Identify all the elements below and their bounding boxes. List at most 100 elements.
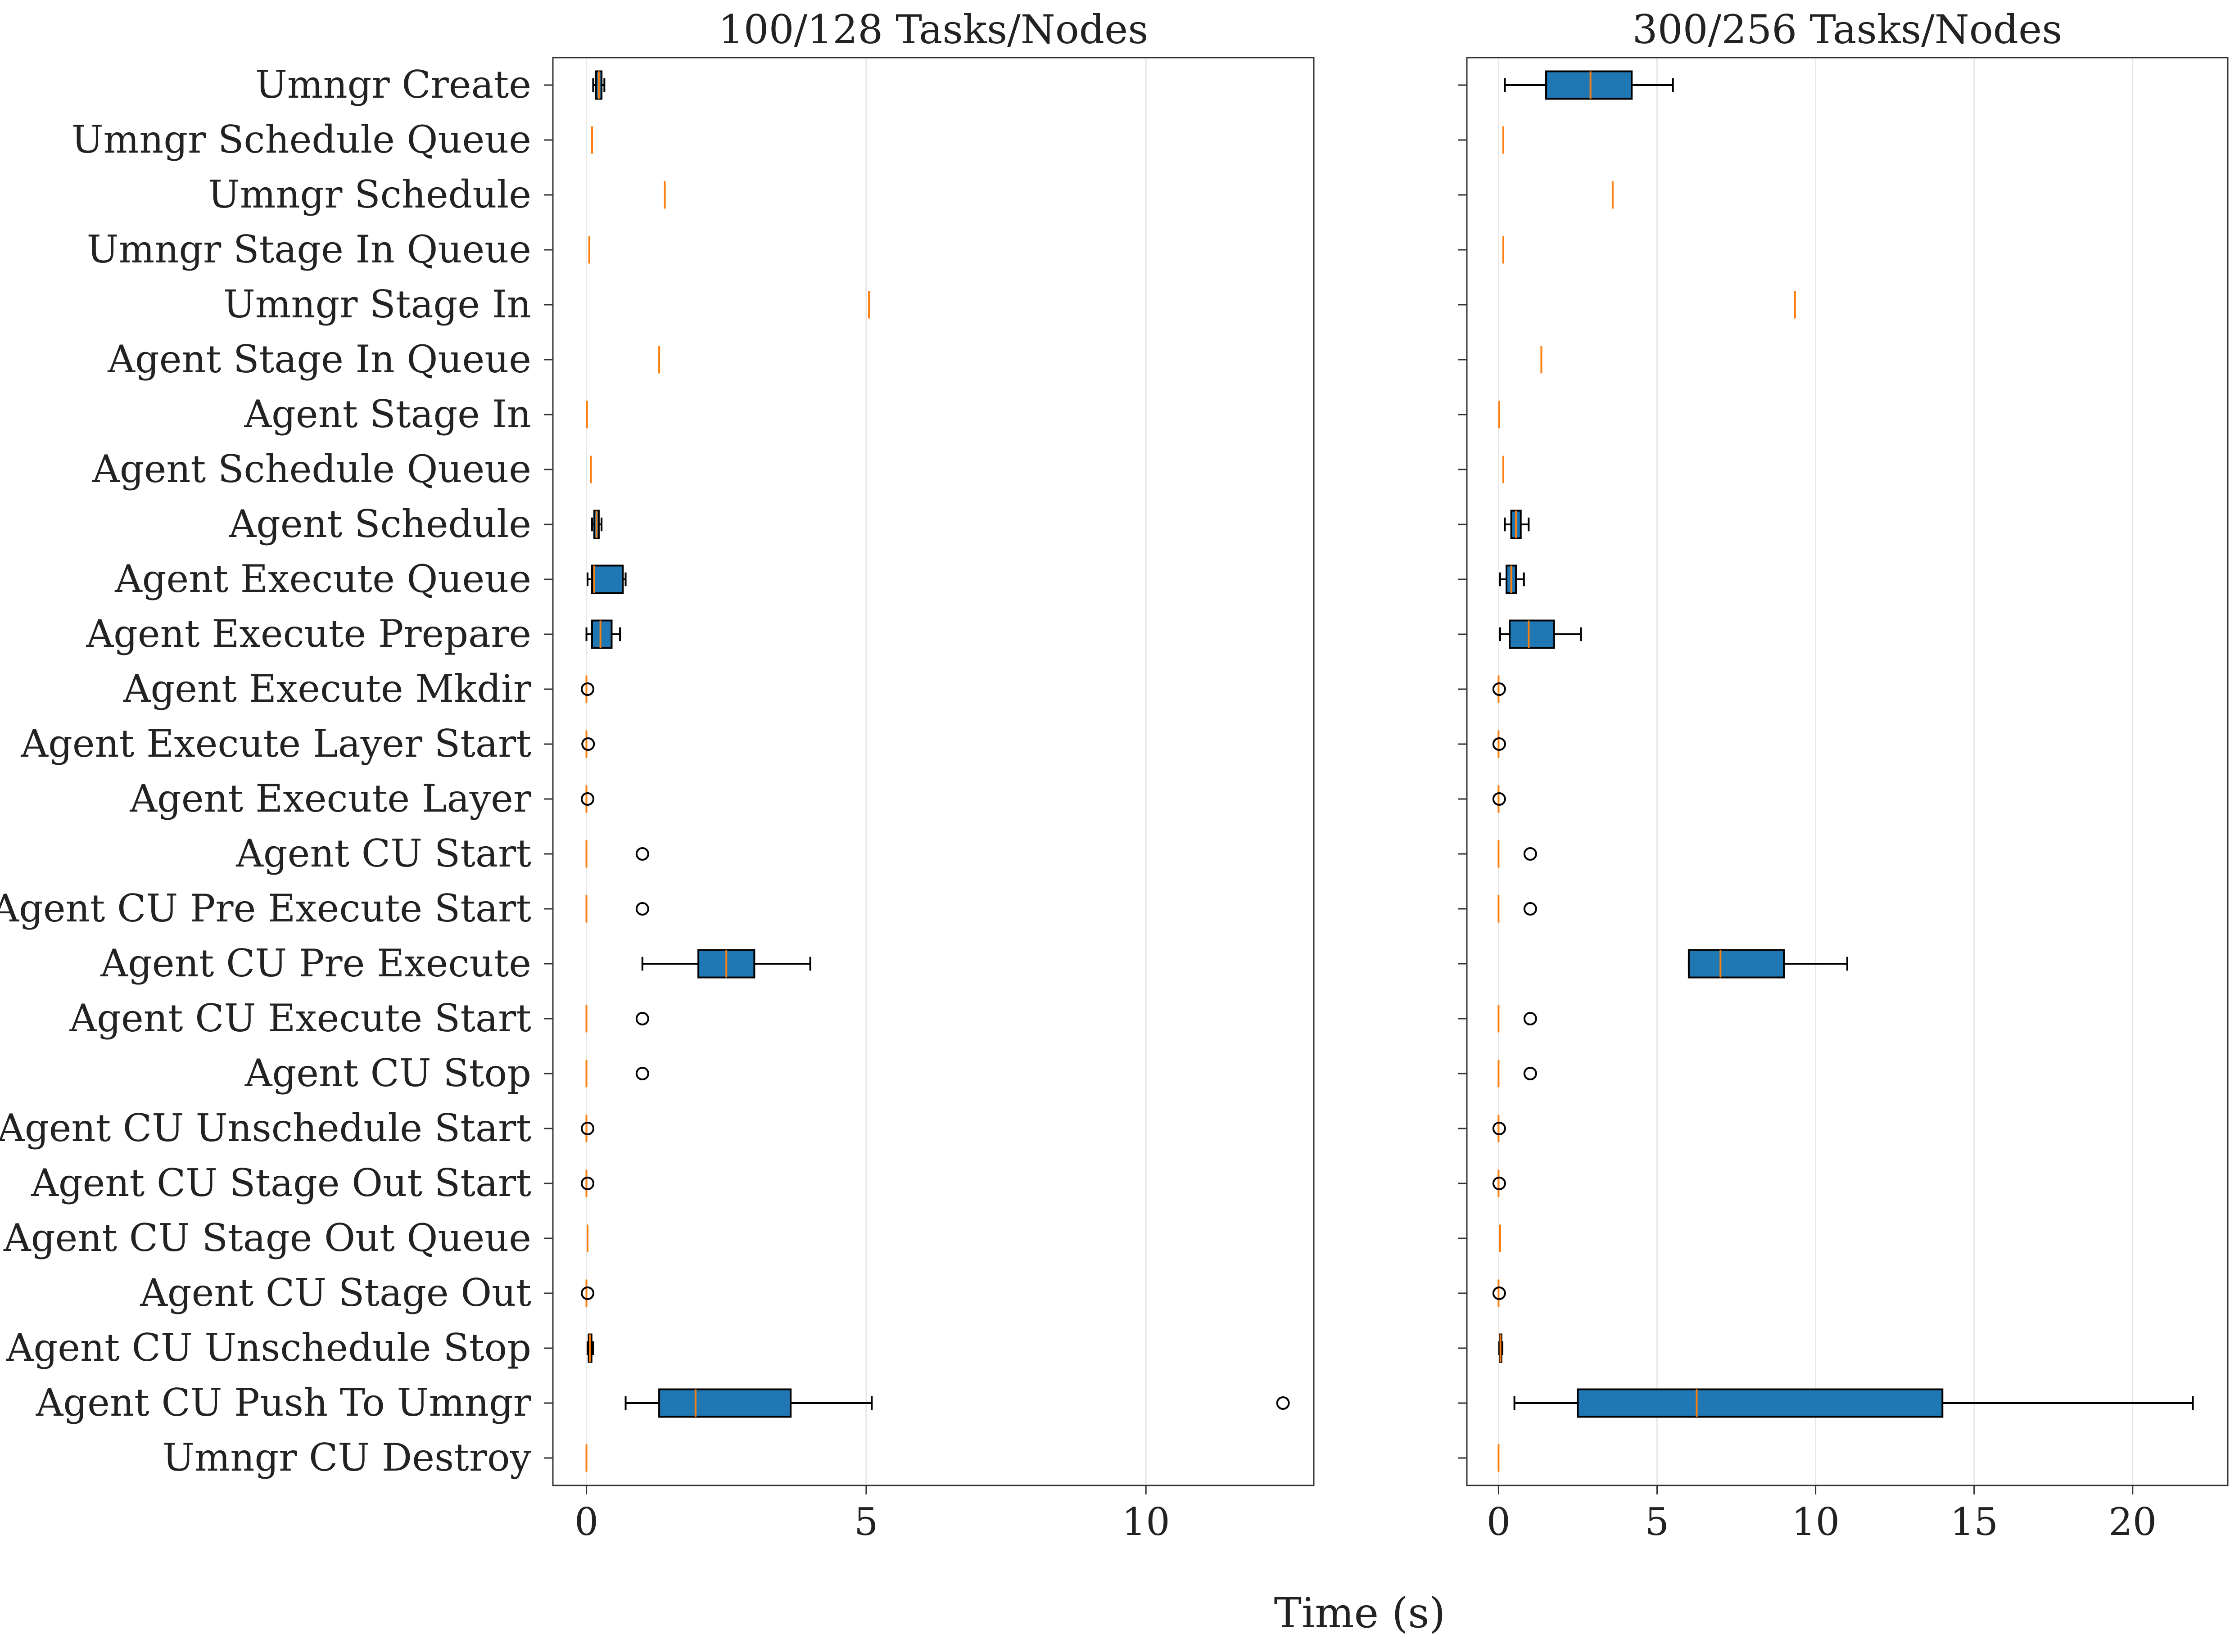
box-group: [581, 1279, 595, 1307]
outlier-point: [1492, 792, 1506, 806]
box-group: [581, 785, 595, 813]
panel-right: 0 5 10 15 20 300/256 Tasks/Nodes: [1458, 6, 2229, 1544]
panel-frame: [1466, 57, 2229, 1486]
box-iqr: [591, 619, 613, 649]
outlier-point: [1492, 682, 1506, 696]
x-tick-label: 5: [1645, 1500, 1669, 1544]
outlier-point: [635, 902, 649, 916]
box-group: [1497, 1060, 1537, 1088]
box-group: [1498, 1333, 1503, 1363]
x-tick-label: 15: [1950, 1500, 1998, 1544]
box-group: [1504, 510, 1530, 539]
outlier-point: [581, 792, 595, 806]
box-group: [587, 564, 627, 594]
box-group: [585, 619, 621, 649]
box-group: [581, 1115, 595, 1142]
box-group: [585, 840, 649, 868]
outlier-point: [635, 1012, 649, 1025]
outlier-point: [1523, 1012, 1537, 1025]
panel-title: 100/128 Tasks/Nodes: [719, 6, 1149, 53]
box-group: [581, 730, 595, 758]
category-label: Umngr Schedule Queue: [72, 117, 531, 162]
box-iqr: [1545, 70, 1633, 100]
category-label: Umngr CU Destroy: [163, 1435, 532, 1480]
box-iqr: [1577, 1388, 1944, 1418]
box-group: [1497, 1005, 1537, 1033]
outlier-point: [635, 847, 649, 861]
box-group: [585, 1005, 649, 1033]
category-label: Umngr Stage In: [223, 282, 531, 326]
box-group: [1492, 1169, 1506, 1197]
category-label: Agent Execute Layer: [129, 776, 531, 821]
box-group: [591, 510, 603, 539]
outlier-point: [1492, 1177, 1506, 1190]
box-group: [1497, 895, 1537, 923]
outlier-point: [1523, 1067, 1537, 1080]
outlier-point: [581, 682, 595, 696]
box-group: [1513, 1388, 2194, 1418]
category-label: Agent CU Stop: [244, 1051, 531, 1095]
outlier-point: [1523, 902, 1537, 916]
category-label: Agent CU Pre Execute: [100, 941, 531, 985]
outlier-point: [1276, 1396, 1290, 1410]
box-group: [641, 949, 811, 979]
box-group: [581, 675, 595, 703]
box-group: [1499, 564, 1525, 594]
x-tick-label: 20: [2108, 1500, 2157, 1544]
x-tick-label: 5: [854, 1500, 878, 1544]
x-tick-label: 0: [574, 1500, 598, 1544]
category-label: Umngr Stage In Queue: [87, 227, 531, 271]
category-label: Agent CU Stage Out Start: [31, 1161, 531, 1205]
category-label: Umngr Schedule: [208, 172, 531, 217]
box-group: [585, 895, 649, 923]
category-label: Agent CU Push To Umngr: [36, 1381, 532, 1425]
box-iqr: [591, 564, 624, 594]
outlier-point: [581, 1122, 595, 1135]
category-label: Agent CU Stage Out: [140, 1271, 531, 1315]
outlier-point: [1492, 1122, 1506, 1135]
category-label: Agent Stage In: [244, 392, 531, 436]
box-group: [1492, 730, 1506, 758]
category-label: Agent Execute Prepare: [86, 612, 531, 656]
outlier-point: [635, 1067, 649, 1080]
box-iqr: [658, 1388, 792, 1418]
category-label: Umngr Create: [255, 63, 531, 107]
box-group: [624, 1388, 1290, 1418]
x-axis-title: Time (s): [1274, 1589, 1446, 1637]
box-group: [1492, 675, 1506, 703]
category-label: Agent CU Start: [235, 831, 531, 876]
category-labels: Umngr Create Umngr Schedule Queue Umngr Sc…: [0, 63, 532, 1480]
box-iqr: [1509, 619, 1555, 649]
box-group: [1499, 619, 1582, 649]
box-iqr: [1687, 949, 1785, 979]
category-label: Agent CU Unschedule Start: [0, 1106, 531, 1150]
box-group: [587, 1333, 594, 1363]
category-label: Agent CU Execute Start: [69, 996, 532, 1040]
category-label: Agent Stage In Queue: [107, 337, 531, 381]
x-tick-label: 10: [1122, 1500, 1170, 1544]
box-group: [592, 70, 606, 100]
outlier-point: [581, 737, 595, 751]
box-group: [1492, 1279, 1506, 1307]
outlier-point: [1523, 847, 1537, 861]
panel-frame: [552, 57, 1315, 1486]
category-label: Agent Execute Layer Start: [20, 722, 531, 766]
x-tick-label: 0: [1487, 1500, 1511, 1544]
category-label: Agent CU Unschedule Stop: [6, 1326, 531, 1370]
category-label: Agent Execute Mkdir: [123, 667, 532, 711]
box-group: [581, 1169, 595, 1197]
box-group: [585, 1060, 649, 1088]
box-group: [1497, 840, 1537, 868]
category-label: Agent CU Stage Out Queue: [3, 1216, 531, 1260]
panel-title: 300/256 Tasks/Nodes: [1633, 6, 2063, 53]
box-group: [1504, 70, 1674, 100]
panel-left: 0 5 10 100/128 Tasks/Nodes: [544, 6, 1315, 1544]
outlier-point: [1492, 1286, 1506, 1300]
x-tick-label: 10: [1791, 1500, 1840, 1544]
category-label: Agent Schedule Queue: [92, 447, 531, 491]
outlier-point: [581, 1177, 595, 1190]
category-label: Agent Schedule: [228, 502, 531, 546]
outlier-point: [581, 1286, 595, 1300]
